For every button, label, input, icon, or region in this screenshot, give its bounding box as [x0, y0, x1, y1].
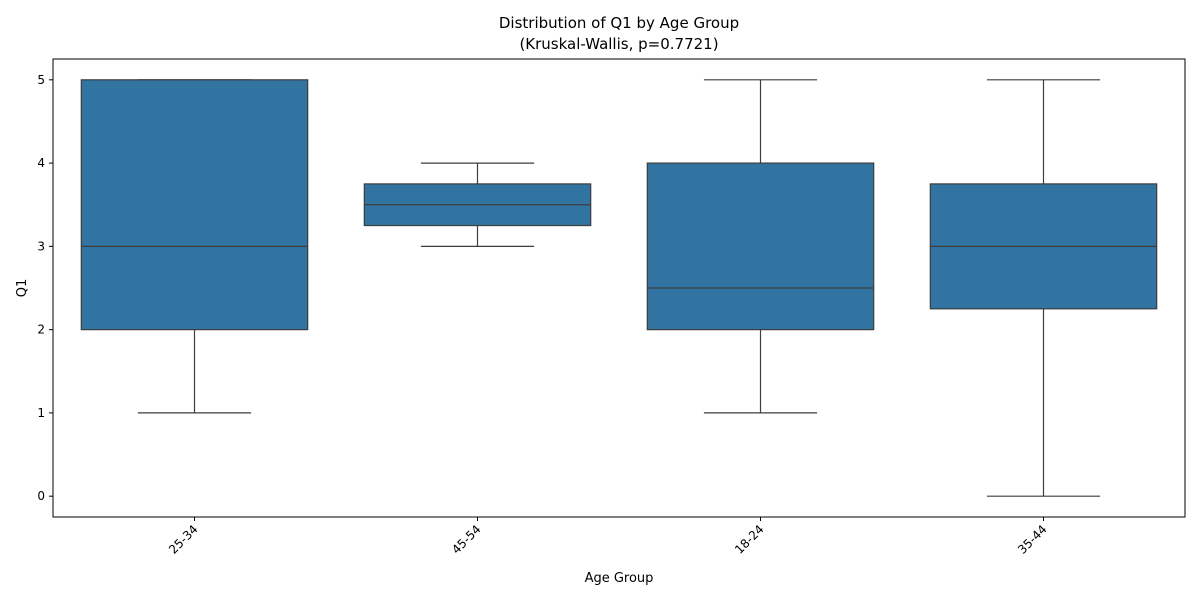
chart-subtitle: (Kruskal-Wallis, p=0.7721)	[519, 35, 718, 53]
box-group-25-34	[80, 79, 309, 414]
y-tick-label: 3	[37, 239, 45, 253]
y-tick-label: 0	[37, 489, 45, 503]
x-tick-label: 25-34	[166, 522, 201, 557]
y-tick-label: 5	[37, 73, 45, 87]
y-axis-label: Q1	[15, 279, 30, 298]
x-tick-label: 45-54	[449, 522, 484, 557]
iqr-box	[646, 162, 875, 331]
x-tick-label: 35-44	[1015, 522, 1050, 557]
x-axis-label: Age Group	[585, 571, 654, 586]
y-tick-label: 4	[37, 156, 45, 170]
x-tick-label: 18-24	[732, 522, 767, 557]
y-tick-label: 2	[37, 323, 45, 337]
boxes-layer	[80, 79, 1158, 497]
plot-area-frame	[52, 58, 1186, 518]
x-axis: 25-34 45-54 18-24 35-44	[166, 517, 1050, 557]
y-axis: 0 1 2 3 4 5	[37, 73, 53, 503]
box-group-18-24	[646, 79, 875, 414]
chart-title: Distribution of Q1 by Age Group	[499, 14, 739, 32]
y-tick-label: 1	[37, 406, 45, 420]
iqr-box	[80, 79, 309, 331]
box-group-45-54	[363, 162, 592, 247]
box-group-35-44	[929, 79, 1158, 497]
